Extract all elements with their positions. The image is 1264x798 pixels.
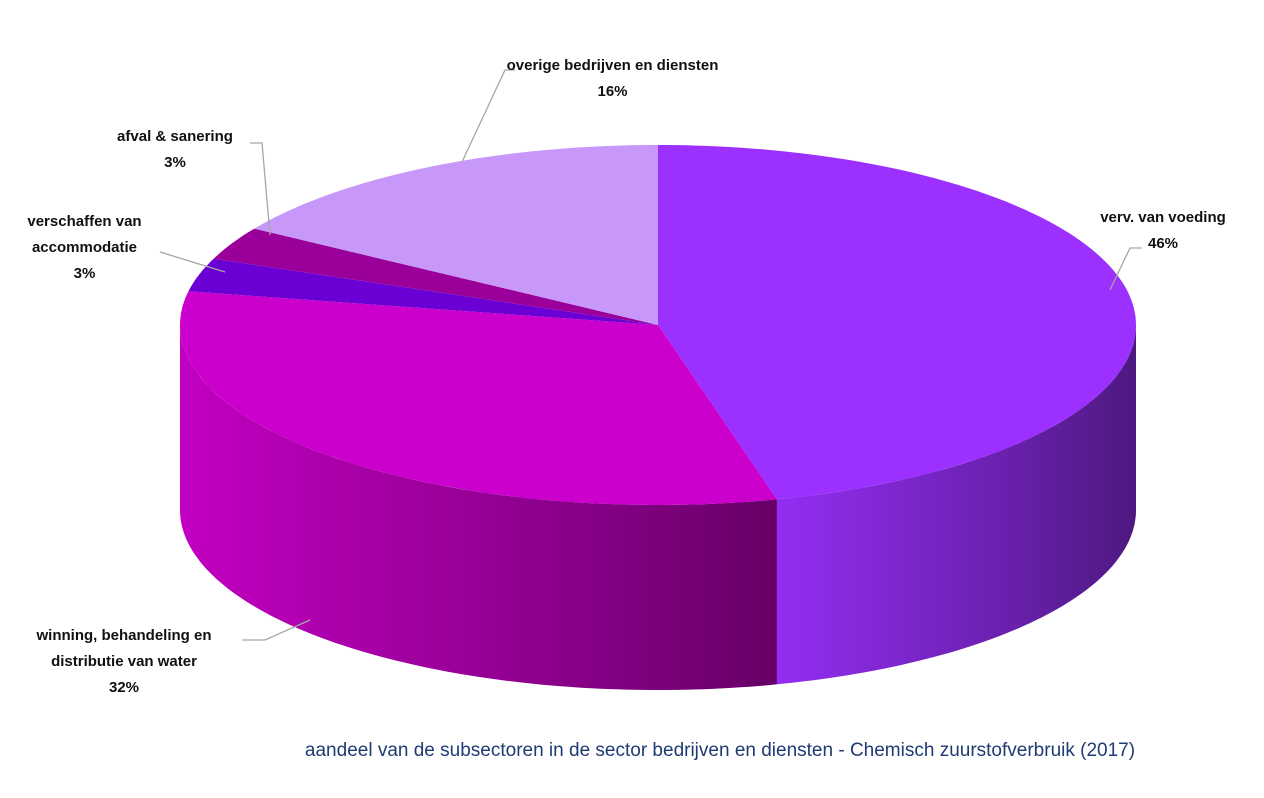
slice-side-shade bbox=[180, 325, 777, 690]
leader-line bbox=[159, 251, 226, 273]
side-walls bbox=[180, 325, 1136, 690]
data-label: afval & sanering 3% bbox=[95, 124, 255, 176]
slice-side-shade bbox=[776, 325, 1136, 685]
slice bbox=[213, 228, 658, 325]
leader-line bbox=[242, 619, 311, 641]
leader-line bbox=[461, 69, 515, 163]
label-category: verv. van voeding bbox=[1100, 209, 1226, 226]
label-category: winning, behandeling en distributie van … bbox=[36, 627, 212, 670]
data-label: verv. van voeding 46% bbox=[1078, 205, 1248, 257]
label-value: 3% bbox=[73, 265, 96, 282]
label-value: 32% bbox=[108, 679, 140, 696]
label-value: 46% bbox=[1147, 235, 1179, 252]
data-label: verschaffen van accommodatie 3% bbox=[2, 209, 167, 287]
label-category: overige bedrijven en diensten bbox=[506, 57, 719, 74]
slice bbox=[180, 291, 777, 505]
slice bbox=[188, 258, 658, 325]
leader-line bbox=[250, 142, 271, 236]
label-category: verschaffen van accommodatie bbox=[27, 213, 142, 256]
leader-line bbox=[1109, 247, 1142, 291]
label-category: afval & sanering bbox=[117, 128, 233, 145]
label-value: 16% bbox=[597, 83, 628, 100]
label-value: 3% bbox=[164, 154, 186, 171]
data-label: winning, behandeling en distributie van … bbox=[4, 623, 244, 701]
slice-tops bbox=[180, 145, 1136, 505]
slice bbox=[254, 145, 658, 325]
chart-title: aandeel van de subsectoren in de sector … bbox=[304, 740, 1136, 761]
data-label: overige bedrijven en diensten 16% bbox=[505, 53, 720, 105]
slice bbox=[658, 145, 1136, 500]
